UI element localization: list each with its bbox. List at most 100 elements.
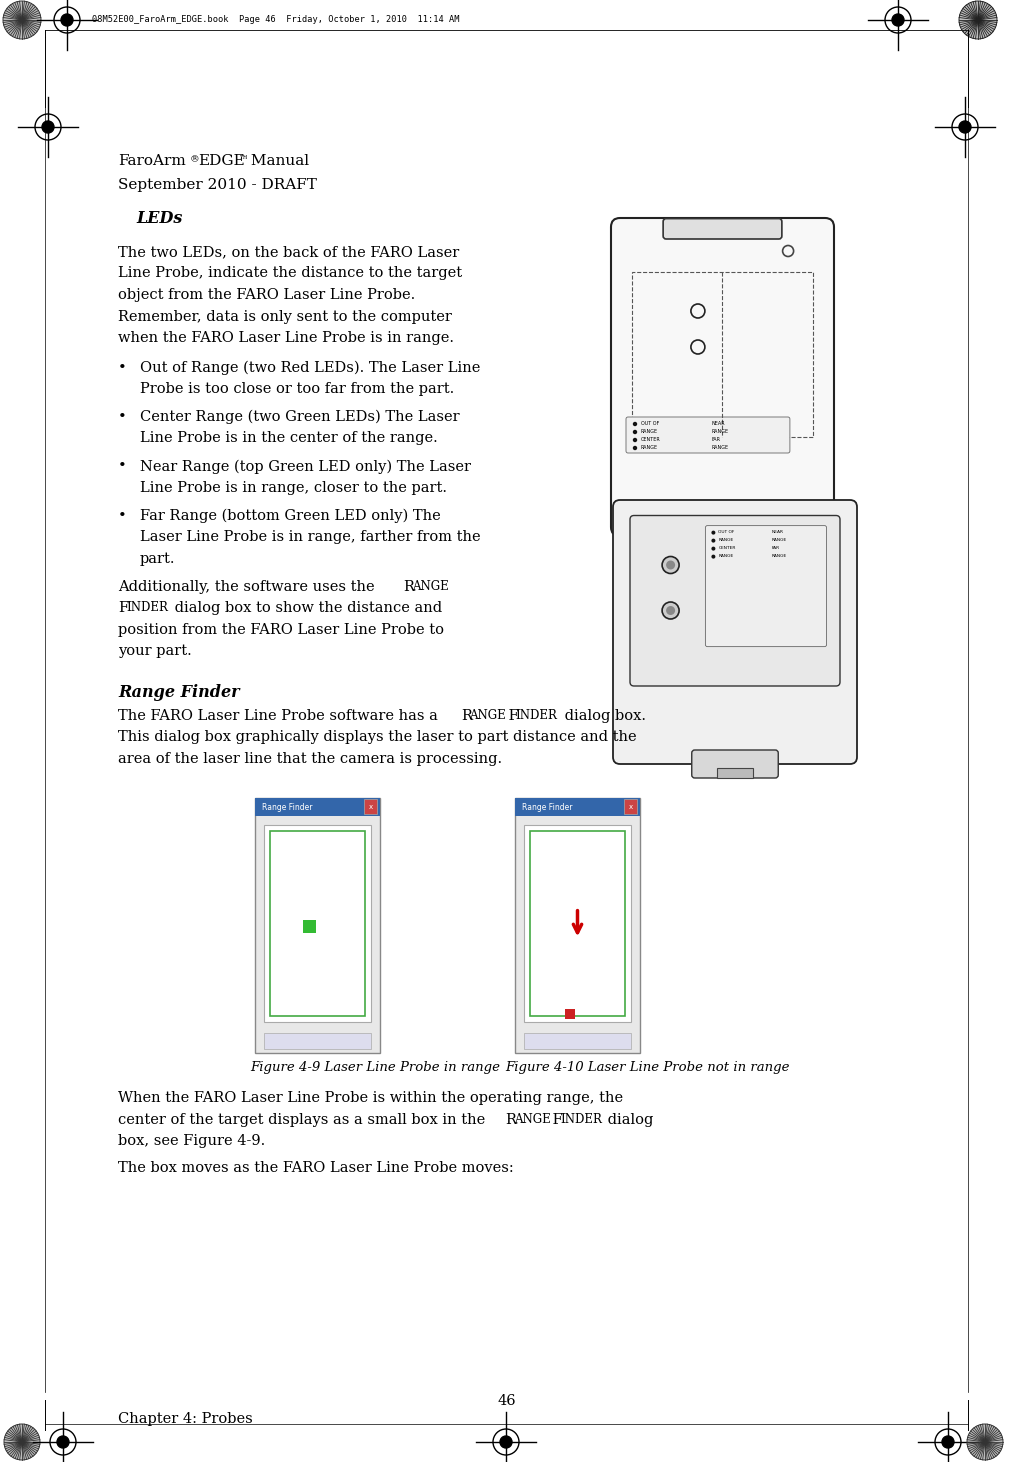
Text: R: R: [505, 1113, 517, 1127]
Text: area of the laser line that the camera is processing.: area of the laser line that the camera i…: [118, 751, 502, 766]
Text: Manual: Manual: [246, 154, 309, 168]
Text: INDER: INDER: [560, 1113, 602, 1126]
Circle shape: [3, 1, 41, 39]
FancyBboxPatch shape: [630, 516, 840, 686]
Text: RANGE: RANGE: [718, 554, 733, 557]
Circle shape: [667, 607, 675, 616]
Text: RANGE: RANGE: [712, 428, 729, 434]
Circle shape: [942, 1436, 954, 1447]
Text: Line Probe is in the center of the range.: Line Probe is in the center of the range…: [140, 431, 438, 446]
Text: dialog box.: dialog box.: [560, 709, 646, 722]
Text: Range Finder: Range Finder: [262, 803, 312, 811]
Text: Far Range (bottom Green LED only) The: Far Range (bottom Green LED only) The: [140, 509, 441, 523]
Text: OUT OF: OUT OF: [641, 421, 659, 425]
Bar: [255, 798, 380, 1053]
Bar: [515, 798, 640, 816]
FancyBboxPatch shape: [664, 219, 782, 238]
Text: EDGE: EDGE: [198, 154, 245, 168]
Bar: [717, 768, 753, 778]
FancyBboxPatch shape: [705, 526, 827, 646]
Text: RANGE: RANGE: [641, 428, 658, 434]
Text: Figure 4-9 Laser Line Probe in range: Figure 4-9 Laser Line Probe in range: [250, 1061, 500, 1075]
Text: This dialog box graphically displays the laser to part distance and the: This dialog box graphically displays the…: [118, 730, 636, 744]
Text: ™: ™: [238, 156, 248, 165]
Text: object from the FARO Laser Line Probe.: object from the FARO Laser Line Probe.: [118, 288, 415, 303]
Text: Chapter 4: Probes: Chapter 4: Probes: [118, 1412, 253, 1425]
Text: The box moves as the FARO Laser Line Probe moves:: The box moves as the FARO Laser Line Pro…: [118, 1161, 514, 1174]
Text: LEDs: LEDs: [136, 211, 182, 227]
Circle shape: [663, 557, 679, 573]
Text: Center Range (two Green LEDs) The Laser: Center Range (two Green LEDs) The Laser: [140, 409, 460, 424]
Circle shape: [57, 1436, 69, 1447]
Circle shape: [667, 560, 675, 570]
Circle shape: [500, 1436, 512, 1447]
Text: Range Finder: Range Finder: [522, 803, 572, 811]
Circle shape: [663, 602, 679, 618]
Text: FaroArm: FaroArm: [118, 154, 185, 168]
Text: •: •: [118, 509, 127, 523]
Bar: [364, 800, 377, 814]
Text: NEAR: NEAR: [772, 529, 784, 534]
Text: The two LEDs, on the back of the FARO Laser: The two LEDs, on the back of the FARO La…: [118, 246, 459, 259]
Text: your part.: your part.: [118, 645, 191, 658]
Text: Remember, data is only sent to the computer: Remember, data is only sent to the compu…: [118, 310, 452, 323]
Text: dialog: dialog: [604, 1113, 653, 1127]
Circle shape: [633, 446, 637, 450]
Text: INDER: INDER: [516, 709, 557, 722]
Text: ANGE: ANGE: [411, 580, 449, 592]
Circle shape: [633, 423, 637, 427]
Circle shape: [959, 121, 971, 133]
Circle shape: [711, 554, 715, 558]
Text: F: F: [504, 709, 519, 722]
Text: OUT OF: OUT OF: [718, 529, 734, 534]
Text: Out of Range (two Red LEDs). The Laser Line: Out of Range (two Red LEDs). The Laser L…: [140, 361, 480, 374]
Text: F: F: [118, 601, 128, 616]
Circle shape: [892, 15, 904, 26]
Circle shape: [967, 1424, 1003, 1461]
Text: CENTER: CENTER: [718, 545, 735, 550]
Bar: [524, 825, 631, 1022]
Text: x: x: [369, 804, 373, 810]
FancyBboxPatch shape: [613, 500, 857, 765]
Text: RANGE: RANGE: [641, 444, 658, 449]
Text: Near Range (top Green LED only) The Laser: Near Range (top Green LED only) The Lase…: [140, 459, 471, 474]
Bar: [264, 825, 371, 1022]
Text: Line Probe is in range, closer to the part.: Line Probe is in range, closer to the pa…: [140, 481, 447, 496]
Text: box, see Figure 4-9.: box, see Figure 4-9.: [118, 1135, 265, 1148]
Text: R: R: [403, 580, 414, 594]
Text: September 2010 - DRAFT: September 2010 - DRAFT: [118, 178, 317, 192]
Text: INDER: INDER: [127, 601, 168, 614]
Text: RANGE: RANGE: [712, 444, 729, 449]
Circle shape: [633, 430, 637, 434]
Text: part.: part.: [140, 551, 175, 566]
Text: Probe is too close or too far from the part.: Probe is too close or too far from the p…: [140, 382, 454, 396]
Circle shape: [711, 547, 715, 551]
Text: Additionally, the software uses the: Additionally, the software uses the: [118, 580, 379, 594]
Text: position from the FARO Laser Line Probe to: position from the FARO Laser Line Probe …: [118, 623, 444, 637]
Text: 46: 46: [497, 1393, 516, 1408]
Text: FAR: FAR: [712, 437, 721, 442]
Bar: [264, 1034, 371, 1050]
FancyBboxPatch shape: [626, 417, 790, 453]
Text: RANGE: RANGE: [772, 554, 787, 557]
Text: ANGE: ANGE: [514, 1113, 550, 1126]
Text: The FARO Laser Line Probe software has a: The FARO Laser Line Probe software has a: [118, 709, 443, 722]
Text: Laser Line Probe is in range, farther from the: Laser Line Probe is in range, farther fr…: [140, 531, 480, 544]
Circle shape: [959, 1, 997, 39]
Bar: [624, 800, 637, 814]
Bar: [530, 830, 625, 1016]
Circle shape: [61, 15, 73, 26]
Bar: [303, 920, 316, 933]
Circle shape: [4, 1424, 40, 1461]
Text: R: R: [461, 709, 472, 722]
Text: F: F: [548, 1113, 563, 1127]
Circle shape: [42, 121, 54, 133]
Text: Figure 4-10 Laser Line Probe not in range: Figure 4-10 Laser Line Probe not in rang…: [505, 1061, 789, 1075]
FancyBboxPatch shape: [611, 218, 834, 537]
Text: x: x: [628, 804, 632, 810]
Bar: [564, 1009, 574, 1019]
Text: 08M52E00_FaroArm_EDGE.book  Page 46  Friday, October 1, 2010  11:14 AM: 08M52E00_FaroArm_EDGE.book Page 46 Frida…: [92, 16, 460, 25]
Text: FAR: FAR: [772, 545, 780, 550]
Text: When the FARO Laser Line Probe is within the operating range, the: When the FARO Laser Line Probe is within…: [118, 1091, 623, 1105]
Text: NEAR: NEAR: [712, 421, 725, 425]
